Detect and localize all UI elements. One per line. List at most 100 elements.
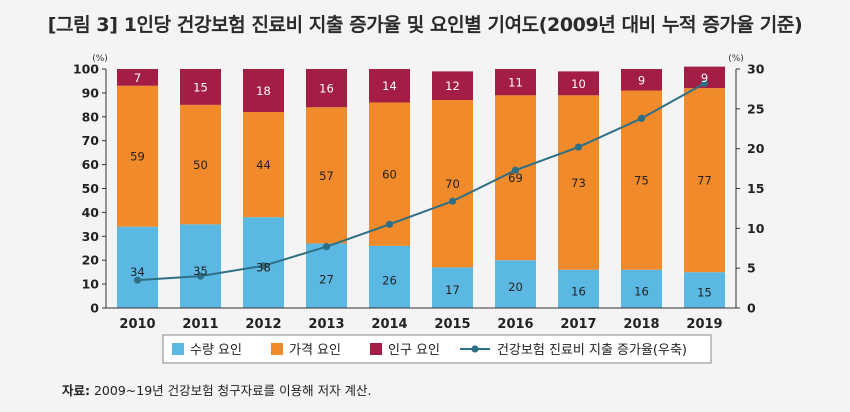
bar-segment-quantity-2016 bbox=[495, 260, 536, 308]
bar-segment-price-2017 bbox=[558, 95, 599, 270]
legend-swatch-price bbox=[271, 343, 283, 355]
x-tick-label-2017: 2017 bbox=[560, 317, 596, 332]
bar-segment-quantity-2010 bbox=[117, 226, 158, 308]
y-right-tick-label-0: 0 bbox=[747, 301, 756, 316]
y-right-tick-label-10: 10 bbox=[747, 221, 765, 236]
data-label-quantity-2013: 27 bbox=[319, 272, 334, 286]
growth-rate-point-2011 bbox=[196, 272, 205, 280]
data-label-price-2015: 70 bbox=[445, 177, 460, 191]
source-note: 자료: 2009~19년 건강보험 청구자료를 이용해 저자 계산. bbox=[62, 380, 372, 399]
data-labels-layer: 34 59 7 35 50 15 38 44 18 27 57 16 26 60 14 17 70 12 20 69 1… bbox=[130, 71, 712, 300]
data-label-price-2011: 50 bbox=[193, 158, 208, 172]
y-right-tick-label-25: 25 bbox=[747, 101, 764, 116]
legend-label-price: 가격 요인 bbox=[289, 343, 341, 358]
data-label-population-2014: 14 bbox=[382, 79, 397, 93]
bar-segment-population-2017 bbox=[558, 71, 599, 96]
data-label-price-2016: 69 bbox=[508, 171, 523, 185]
data-label-population-2013: 16 bbox=[319, 82, 334, 96]
growth-rate-line bbox=[137, 82, 705, 282]
x-tick-label-2019: 2019 bbox=[686, 317, 722, 332]
y-left-tick-label-40: 40 bbox=[82, 205, 100, 220]
bar-segment-quantity-2014 bbox=[369, 245, 410, 308]
data-label-population-2018: 9 bbox=[638, 73, 645, 87]
data-label-population-2015: 12 bbox=[445, 79, 460, 93]
data-label-population-2019: 9 bbox=[701, 71, 708, 85]
y-left-unit: (%) bbox=[92, 54, 108, 64]
data-label-quantity-2014: 26 bbox=[382, 274, 397, 288]
data-label-price-2017: 73 bbox=[571, 176, 586, 190]
growth-rate-point-2014 bbox=[385, 220, 394, 228]
data-label-quantity-2015: 17 bbox=[445, 283, 460, 297]
y-right-tick-label-5: 5 bbox=[747, 261, 756, 276]
y-left-tick-label-60: 60 bbox=[82, 157, 100, 172]
growth-rate-point-2010 bbox=[133, 276, 142, 284]
data-label-price-2012: 44 bbox=[256, 158, 271, 172]
y-right-tick-label-15: 15 bbox=[747, 181, 764, 196]
x-tick-label-2015: 2015 bbox=[434, 317, 470, 332]
growth-rate-point-2012 bbox=[259, 262, 268, 270]
growth-rate-point-2019 bbox=[700, 79, 709, 87]
source-text: 2009~19년 건강보험 청구자료를 이용해 저자 계산. bbox=[93, 383, 372, 398]
y-left-tick-label-20: 20 bbox=[82, 253, 100, 268]
y-left-tick-label-0: 0 bbox=[90, 301, 99, 316]
x-tick-label-2012: 2012 bbox=[245, 317, 281, 332]
bar-segment-price-2013 bbox=[306, 107, 347, 244]
growth-rate-point-2017 bbox=[574, 143, 583, 151]
y-left-tick-label-70: 70 bbox=[82, 133, 100, 148]
x-tick-label-2013: 2013 bbox=[308, 317, 344, 332]
x-tick-label-2016: 2016 bbox=[497, 317, 533, 332]
figure-title: [그림 3] 1인당 건강보험 진료비 지출 증가율 및 요인별 기여도(200… bbox=[47, 14, 803, 36]
bar-segment-price-2012 bbox=[243, 112, 284, 218]
growth-rate-point-2013 bbox=[322, 243, 331, 251]
bar-segment-price-2011 bbox=[180, 104, 221, 225]
bar-segment-population-2010 bbox=[117, 69, 158, 86]
y-left-tick-label-100: 100 bbox=[73, 62, 99, 77]
bar-segment-quantity-2017 bbox=[558, 269, 599, 308]
bar-segment-quantity-2018 bbox=[621, 269, 662, 308]
y-left-tick-label-50: 50 bbox=[82, 181, 100, 196]
data-label-quantity-2017: 16 bbox=[571, 284, 586, 298]
data-label-price-2019: 77 bbox=[697, 174, 712, 188]
data-label-price-2018: 75 bbox=[634, 174, 649, 188]
x-tick-label-2011: 2011 bbox=[182, 317, 218, 332]
legend: 수량 요인 가격 요인 인구 요인 건강보험 진료비 지출 증가율(우축) bbox=[162, 334, 712, 364]
growth-rate-point-2018 bbox=[637, 114, 646, 122]
y-left-tick-label-80: 80 bbox=[82, 109, 100, 124]
x-tick-label-2014: 2014 bbox=[371, 317, 407, 332]
x-tick-label-2010: 2010 bbox=[119, 317, 155, 332]
bar-segment-quantity-2011 bbox=[180, 224, 221, 308]
data-label-quantity-2012: 38 bbox=[256, 261, 271, 275]
bar-segment-price-2015 bbox=[432, 100, 473, 268]
bar-segment-quantity-2013 bbox=[306, 243, 347, 308]
data-label-price-2013: 57 bbox=[319, 169, 334, 183]
bar-segment-population-2019 bbox=[684, 66, 725, 89]
data-label-population-2012: 18 bbox=[256, 84, 271, 98]
y-right-tick-label-30: 30 bbox=[747, 62, 765, 77]
axes-layer: 2010 2011 2012 2013 2014 2015 2016 2017 2018 2019… bbox=[73, 54, 765, 332]
bar-segment-population-2011 bbox=[180, 69, 221, 105]
bar-segment-price-2019 bbox=[684, 88, 725, 273]
y-left-tick-label-90: 90 bbox=[82, 85, 100, 100]
bar-segment-population-2018 bbox=[621, 69, 662, 91]
growth-rate-point-2016 bbox=[511, 166, 520, 174]
data-label-quantity-2011: 35 bbox=[193, 264, 208, 278]
bar-segment-quantity-2015 bbox=[432, 267, 473, 308]
data-label-price-2010: 59 bbox=[130, 150, 145, 164]
legend-swatch-population bbox=[370, 343, 382, 355]
y-right-unit: (%) bbox=[728, 54, 744, 64]
legend-swatch-quantity bbox=[172, 343, 184, 355]
bar-segment-population-2013 bbox=[306, 69, 347, 108]
data-label-population-2017: 10 bbox=[571, 77, 586, 91]
bar-segment-population-2015 bbox=[432, 71, 473, 101]
data-label-quantity-2016: 20 bbox=[508, 280, 523, 294]
bars-layer bbox=[117, 66, 725, 308]
bar-segment-population-2012 bbox=[243, 69, 284, 113]
y-left-tick-label-30: 30 bbox=[82, 229, 100, 244]
legend-marker-growth-rate bbox=[471, 345, 479, 353]
growth-rate-point-2015 bbox=[448, 197, 457, 205]
bar-segment-population-2016 bbox=[495, 69, 536, 96]
y-right-tick-label-20: 20 bbox=[747, 141, 765, 156]
line-layer bbox=[133, 79, 709, 284]
data-label-population-2016: 11 bbox=[508, 76, 523, 90]
